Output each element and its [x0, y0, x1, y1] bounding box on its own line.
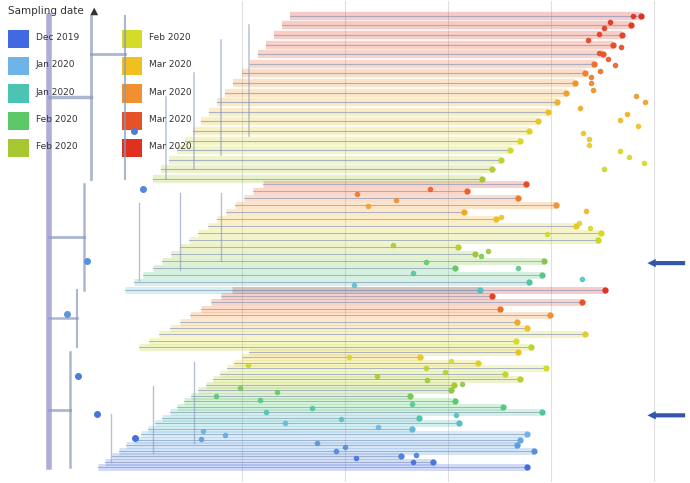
Text: Mar 2020: Mar 2020	[149, 115, 192, 124]
Bar	[8, 139, 29, 157]
Text: Feb 2020: Feb 2020	[36, 142, 77, 151]
Bar	[8, 30, 29, 48]
Bar	[121, 85, 142, 103]
Bar	[8, 57, 29, 75]
Bar	[8, 85, 29, 103]
Bar	[121, 30, 142, 48]
Bar	[121, 112, 142, 130]
Text: Mar 2020: Mar 2020	[149, 87, 192, 97]
Text: Mar 2020: Mar 2020	[149, 60, 192, 69]
Text: Dec 2019: Dec 2019	[36, 33, 79, 42]
Bar	[121, 57, 142, 75]
Text: Feb 2020: Feb 2020	[36, 115, 77, 124]
Bar	[121, 139, 142, 157]
Text: Feb 2020: Feb 2020	[149, 33, 190, 42]
Text: Mar 2020: Mar 2020	[149, 142, 192, 151]
Bar	[8, 112, 29, 130]
Text: Sampling date  ▲: Sampling date ▲	[8, 6, 99, 16]
Text: Jan 2020: Jan 2020	[36, 60, 75, 69]
Text: Jan 2020: Jan 2020	[36, 87, 75, 97]
